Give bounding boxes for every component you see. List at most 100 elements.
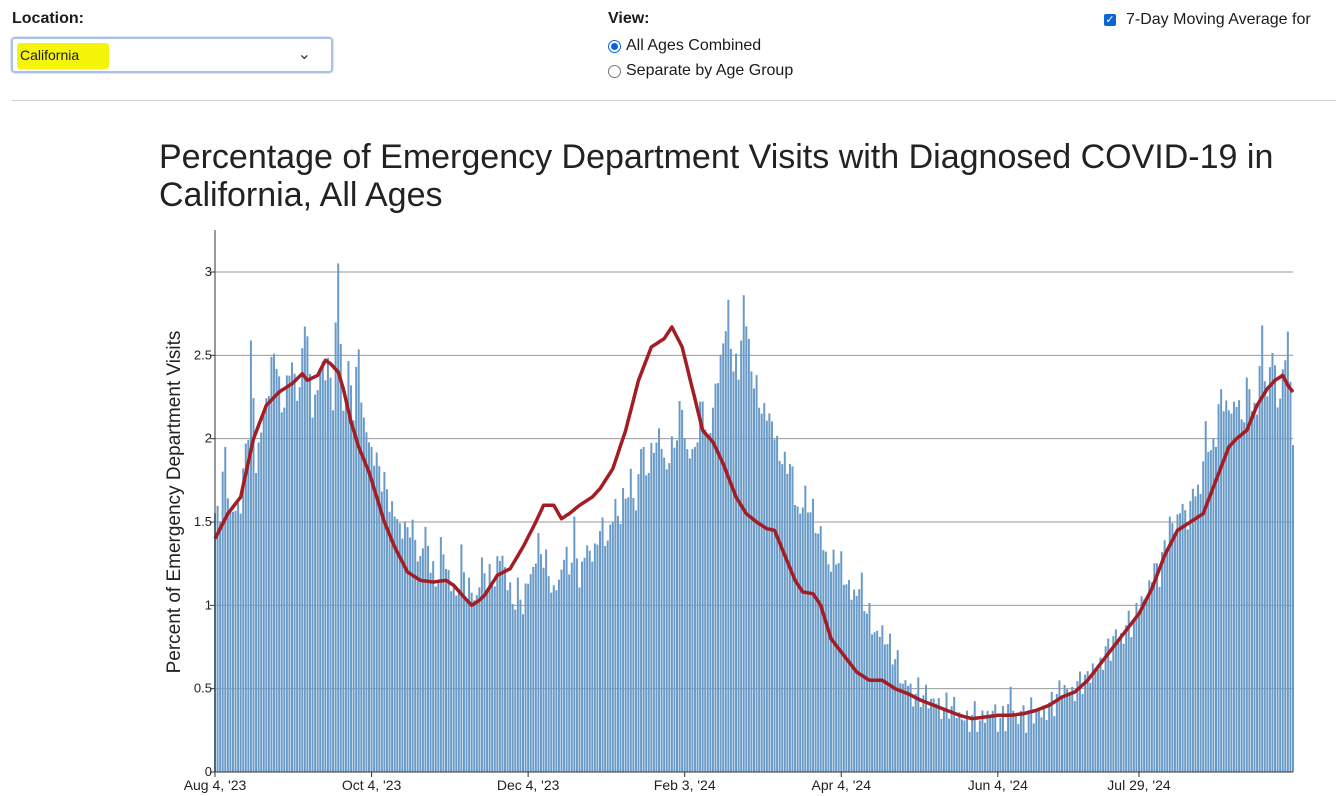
bar	[763, 403, 766, 772]
bar	[1238, 400, 1241, 772]
bar	[788, 463, 791, 772]
bar	[229, 511, 232, 772]
bar	[242, 468, 245, 772]
bar	[524, 583, 527, 772]
bar	[460, 544, 463, 772]
bar	[650, 442, 653, 772]
bar	[1191, 488, 1194, 772]
bar	[267, 396, 270, 772]
bar	[398, 523, 401, 772]
bar	[578, 587, 581, 772]
bar	[599, 531, 601, 772]
bar	[737, 379, 740, 772]
bar	[291, 362, 293, 772]
bar	[976, 731, 979, 772]
bar	[252, 398, 255, 772]
bar	[665, 469, 668, 772]
bar	[342, 410, 345, 772]
bar	[670, 436, 673, 772]
bar	[314, 394, 317, 772]
location-select[interactable]: California ⌄	[11, 37, 333, 73]
bar	[391, 501, 394, 772]
moving-average-line	[213, 325, 1295, 721]
bar	[239, 513, 242, 772]
bar	[1058, 680, 1061, 772]
bar	[568, 574, 571, 772]
bar	[1073, 701, 1076, 772]
bar	[260, 432, 263, 772]
bar	[830, 571, 832, 772]
bar	[1248, 389, 1251, 772]
bar	[778, 460, 781, 772]
bar	[1212, 438, 1215, 772]
bar	[439, 537, 442, 772]
bar	[475, 595, 478, 772]
bar	[216, 505, 219, 772]
moving-average-checkbox[interactable]: ✓	[1104, 14, 1116, 26]
bar	[468, 577, 471, 772]
bar	[760, 413, 763, 772]
bar	[1176, 514, 1179, 772]
bar	[978, 720, 981, 772]
bar	[966, 710, 969, 772]
bar	[273, 353, 276, 772]
bar	[799, 513, 802, 772]
bar	[865, 613, 868, 772]
radio-by-age-group[interactable]	[608, 64, 621, 78]
radio-all-ages[interactable]	[608, 39, 621, 53]
bar	[850, 599, 853, 772]
bar	[465, 598, 468, 772]
bar	[303, 326, 306, 772]
bar	[953, 696, 956, 772]
bar	[1066, 689, 1069, 772]
bar	[668, 463, 671, 772]
bar	[878, 636, 881, 772]
bar	[1132, 620, 1135, 772]
bar	[747, 338, 750, 772]
bar	[1009, 686, 1012, 772]
bar	[1284, 360, 1287, 772]
bar	[1199, 494, 1202, 772]
bar	[909, 683, 912, 772]
bar	[588, 550, 591, 772]
bar	[221, 471, 224, 772]
bar	[350, 385, 353, 772]
bar	[614, 498, 617, 772]
bar	[1089, 682, 1092, 772]
bar	[470, 592, 473, 772]
bar	[1035, 711, 1038, 772]
bar	[532, 567, 535, 772]
bar	[955, 718, 958, 772]
bar	[634, 510, 637, 772]
bar	[606, 540, 609, 772]
y-tick-label: 2	[205, 431, 212, 446]
bar	[652, 452, 655, 772]
moving-average-toggle[interactable]: ✓ 7-Day Moving Average for	[1104, 11, 1311, 29]
bar	[814, 533, 817, 772]
bar	[873, 632, 876, 772]
bar	[393, 516, 396, 772]
bar	[1155, 563, 1158, 772]
x-tick-label: Oct 4, '23	[342, 777, 402, 793]
bar	[1276, 407, 1279, 772]
bar	[699, 401, 702, 772]
bar	[1076, 681, 1079, 772]
bar	[1045, 720, 1048, 772]
view-option-by-age-group[interactable]: Separate by Age Group	[608, 62, 793, 80]
chevron-down-icon[interactable]: ⌄	[297, 46, 311, 63]
bar	[270, 356, 273, 772]
bar	[632, 498, 635, 772]
view-option-all-ages[interactable]: All Ages Combined	[608, 37, 761, 55]
bar	[1279, 398, 1282, 772]
bar	[237, 503, 240, 772]
bar	[593, 543, 596, 772]
bar	[817, 533, 820, 772]
bar	[899, 683, 902, 772]
bar	[1143, 599, 1146, 772]
bar	[337, 263, 340, 772]
bar	[403, 521, 406, 772]
bar	[1281, 369, 1284, 772]
bar	[1120, 633, 1123, 772]
bar	[1163, 540, 1166, 772]
bar	[724, 331, 727, 772]
